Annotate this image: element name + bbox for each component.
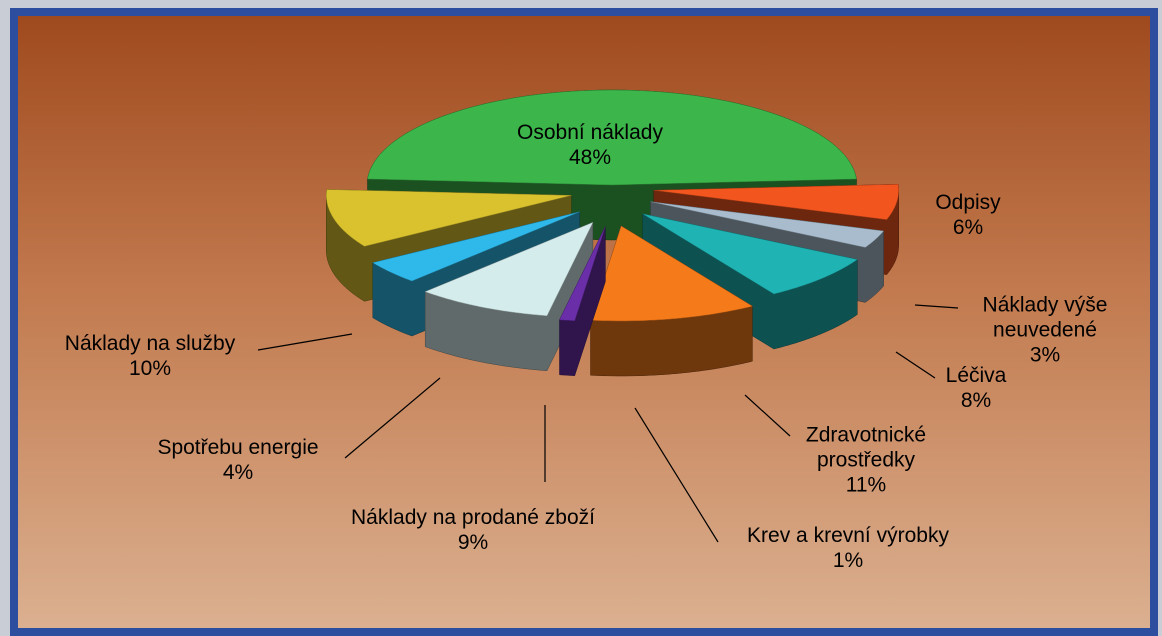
leader-line — [914, 304, 959, 309]
slice-label: Spotřebu energie 4% — [123, 435, 353, 485]
slice — [559, 226, 606, 321]
slice-label: Osobní náklady 48% — [480, 120, 700, 170]
slice — [424, 221, 594, 316]
slice-label: Léčiva 8% — [931, 363, 1021, 413]
slice — [590, 225, 754, 322]
category-label: Osobní náklady — [517, 121, 663, 144]
slice — [650, 201, 885, 248]
slice-label: Náklady na služby 10% — [20, 331, 280, 381]
slice — [367, 89, 857, 186]
category-label: Náklady na prodané zboží — [351, 506, 595, 529]
value-label: 8% — [960, 389, 992, 412]
slice-side — [642, 213, 858, 350]
category-label: Spotřebu energie — [157, 436, 319, 459]
slice-label: Náklady na prodané zboží 9% — [333, 505, 613, 555]
category-label: Náklady výše neuvedené — [982, 293, 1108, 342]
category-label: Náklady na služby — [64, 332, 236, 355]
slice-side — [559, 226, 606, 376]
value-label: 1% — [832, 549, 864, 572]
leader-line — [257, 333, 353, 351]
leader-line — [895, 351, 936, 379]
value-label: 6% — [952, 216, 984, 239]
leader-line — [344, 377, 441, 459]
slice — [653, 184, 899, 220]
leader-line — [744, 394, 791, 437]
value-label: 3% — [1029, 343, 1061, 367]
slice — [326, 189, 572, 247]
slice — [372, 211, 580, 282]
category-label: Zdravotnické prostředky — [805, 423, 927, 472]
slice — [642, 213, 858, 295]
category-label: Odpisy — [935, 191, 1001, 214]
value-label: 4% — [222, 461, 254, 484]
slice-label: Zdravotnické prostředky 11% — [786, 423, 946, 498]
leader-line — [634, 407, 719, 543]
category-label: Léčiva — [945, 364, 1007, 387]
slice-label: Krev a krevní výrobky 1% — [688, 523, 1008, 573]
slice-label: Odpisy 6% — [923, 190, 1013, 240]
value-label: 10% — [128, 357, 172, 380]
value-label: 9% — [457, 531, 489, 554]
value-label: 11% — [845, 473, 887, 497]
value-label: 48% — [568, 146, 612, 169]
slice-label: Náklady výše neuvedené 3% — [960, 293, 1130, 368]
category-label: Krev a krevní výrobky — [747, 524, 949, 547]
